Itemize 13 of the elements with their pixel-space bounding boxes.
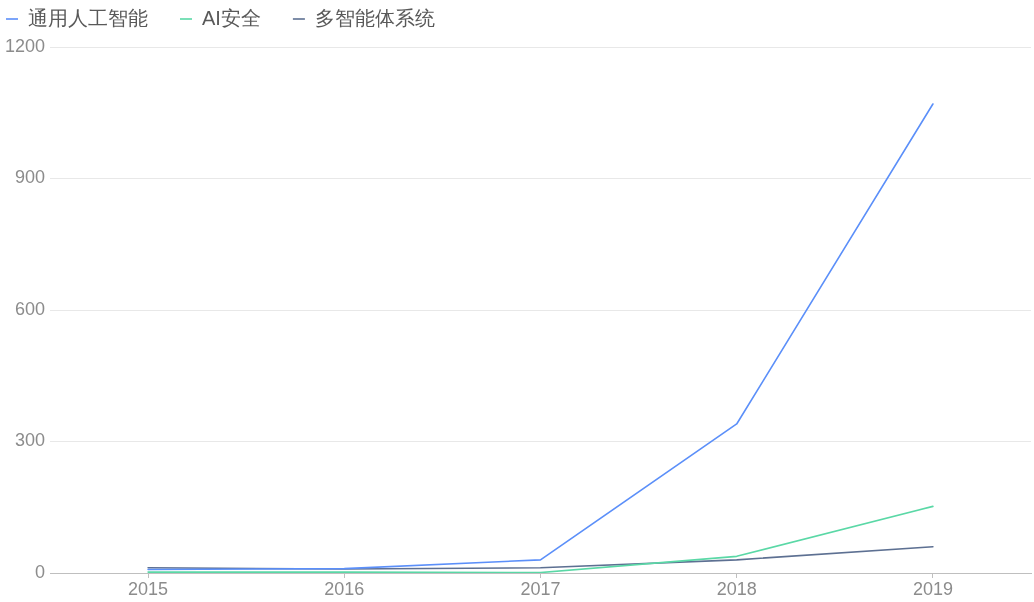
- y-tick-label: 900: [14, 167, 45, 188]
- y-tick-label: 0: [34, 561, 45, 582]
- y-tick-label: 1200: [4, 35, 45, 56]
- y-tick-label: 600: [14, 298, 45, 319]
- x-tick-label: 2018: [716, 578, 757, 599]
- x-tick-label: 2015: [128, 578, 169, 599]
- legend-label: AI安全: [202, 6, 261, 29]
- y-tick-label: 300: [14, 430, 45, 451]
- x-tick-label: 2019: [912, 578, 953, 599]
- x-tick-label: 2017: [520, 578, 561, 599]
- legend-label: 通用人工智能: [28, 6, 148, 29]
- legend-label: 多智能体系统: [314, 6, 435, 29]
- x-tick-label: 2016: [324, 578, 365, 599]
